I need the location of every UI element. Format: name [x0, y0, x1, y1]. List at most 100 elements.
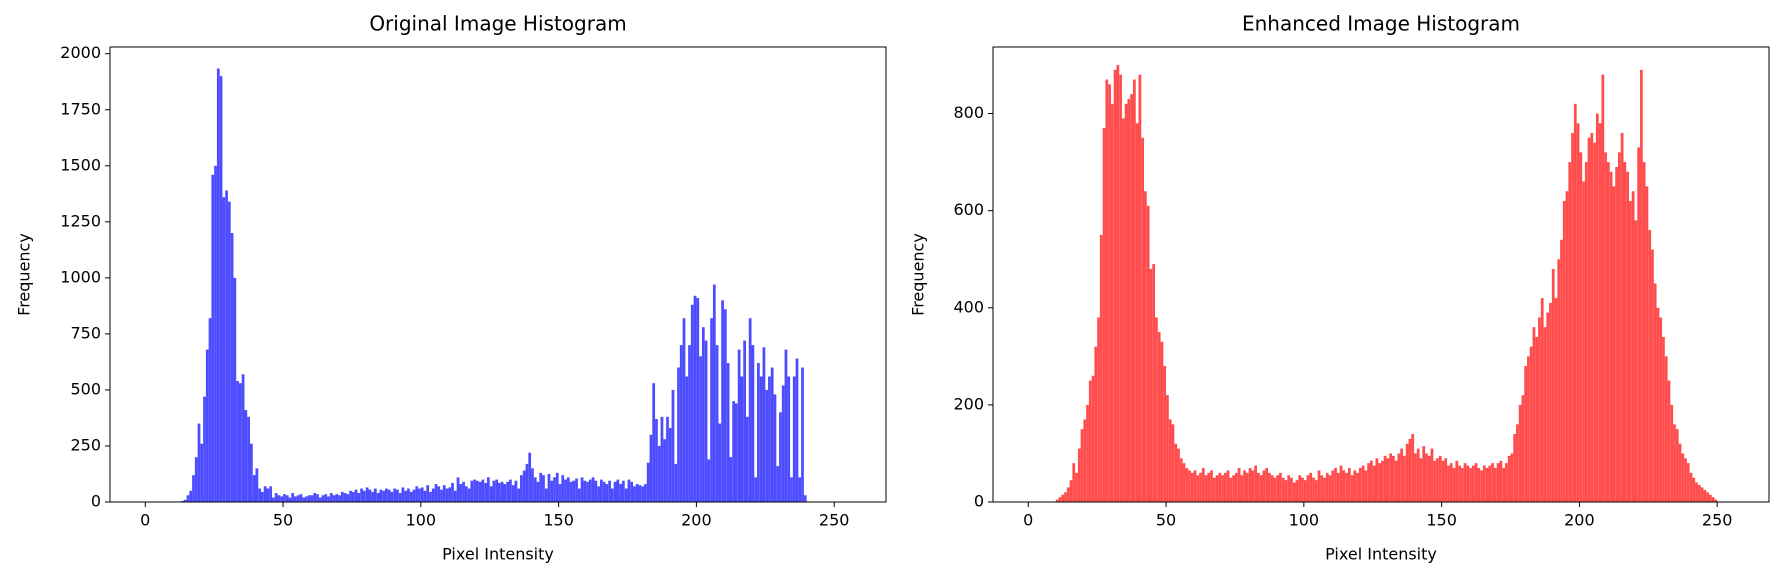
bar — [685, 376, 689, 502]
bar — [663, 439, 667, 502]
bar — [1516, 424, 1519, 502]
y-tick-label: 750 — [70, 323, 101, 342]
bar — [373, 488, 377, 502]
bar — [1204, 475, 1208, 502]
bar — [613, 481, 617, 502]
bar — [181, 500, 184, 502]
bar — [610, 488, 614, 502]
y-tick-label: 1750 — [60, 99, 101, 118]
bar — [748, 318, 752, 502]
bar — [1088, 380, 1092, 502]
bar — [792, 376, 796, 502]
bar — [1157, 332, 1161, 502]
bar — [1554, 298, 1558, 502]
x-tick-label: 200 — [1564, 511, 1595, 530]
x-tick-label: 50 — [273, 511, 293, 530]
bar — [536, 481, 540, 502]
bar — [1474, 463, 1478, 502]
bar — [1675, 429, 1679, 502]
bar — [327, 496, 330, 502]
bar — [1433, 460, 1437, 502]
bar — [544, 488, 548, 502]
bar — [255, 468, 259, 502]
bar — [1436, 458, 1439, 502]
bar — [418, 488, 421, 502]
bar — [1229, 477, 1233, 502]
bar — [434, 484, 438, 502]
bar — [622, 480, 625, 502]
bar — [1375, 458, 1379, 502]
bar — [484, 482, 487, 502]
bar — [644, 484, 647, 502]
y-tick-label: 1250 — [60, 211, 101, 230]
bar — [1419, 458, 1423, 502]
bar — [1425, 453, 1428, 502]
bar — [591, 477, 595, 502]
bar — [451, 482, 454, 502]
y-tick-label: 500 — [70, 379, 101, 398]
bar — [1645, 186, 1649, 502]
bar — [1124, 103, 1128, 502]
bar — [1245, 472, 1249, 502]
bar — [1477, 468, 1481, 502]
bar — [561, 475, 565, 502]
bar — [1463, 463, 1467, 502]
bar — [1149, 268, 1153, 502]
bar — [412, 489, 416, 502]
bar — [1295, 480, 1299, 502]
bar — [1595, 113, 1599, 502]
bar — [335, 494, 339, 502]
bar — [1546, 312, 1550, 502]
bar — [1397, 453, 1401, 502]
bar — [1524, 366, 1528, 502]
bar — [1367, 463, 1370, 502]
bar — [1518, 404, 1522, 502]
bar — [429, 491, 432, 502]
bar — [1598, 123, 1602, 503]
bar — [1529, 346, 1533, 502]
bar — [773, 394, 777, 502]
bar — [608, 480, 611, 502]
bar — [1482, 465, 1486, 502]
bar — [437, 486, 441, 502]
bar — [1108, 84, 1111, 502]
bar — [616, 479, 620, 502]
bar — [693, 295, 697, 502]
bar — [734, 403, 738, 502]
bar — [1168, 419, 1172, 502]
bar — [415, 486, 419, 502]
y-axis-label: Frequency — [15, 233, 34, 316]
bar — [1317, 470, 1321, 502]
bar — [688, 345, 691, 502]
y-tick-label: 1000 — [60, 267, 101, 286]
bar — [368, 489, 372, 502]
bar — [1491, 463, 1494, 502]
bar — [1251, 470, 1255, 502]
bar — [423, 490, 427, 502]
x-tick-label: 150 — [543, 511, 574, 530]
bar — [274, 493, 278, 502]
bar — [652, 383, 656, 502]
bar — [787, 376, 791, 502]
bar — [1353, 470, 1357, 502]
bar — [707, 459, 711, 502]
bar — [1392, 455, 1395, 502]
bar — [1678, 443, 1682, 502]
bar — [1276, 475, 1280, 502]
bar — [1551, 268, 1555, 502]
bar — [349, 490, 352, 502]
bar — [186, 495, 190, 502]
bar — [712, 284, 716, 502]
bar — [757, 363, 760, 502]
bar — [464, 486, 468, 502]
bar — [1262, 470, 1266, 502]
bar — [329, 493, 333, 502]
bar — [1292, 482, 1296, 502]
bar — [200, 443, 204, 502]
axes-frame — [109, 46, 887, 503]
x-tick-label: 100 — [406, 511, 437, 530]
bar — [677, 367, 680, 502]
bar — [313, 493, 317, 502]
bar — [211, 174, 215, 503]
bar — [1708, 494, 1712, 502]
